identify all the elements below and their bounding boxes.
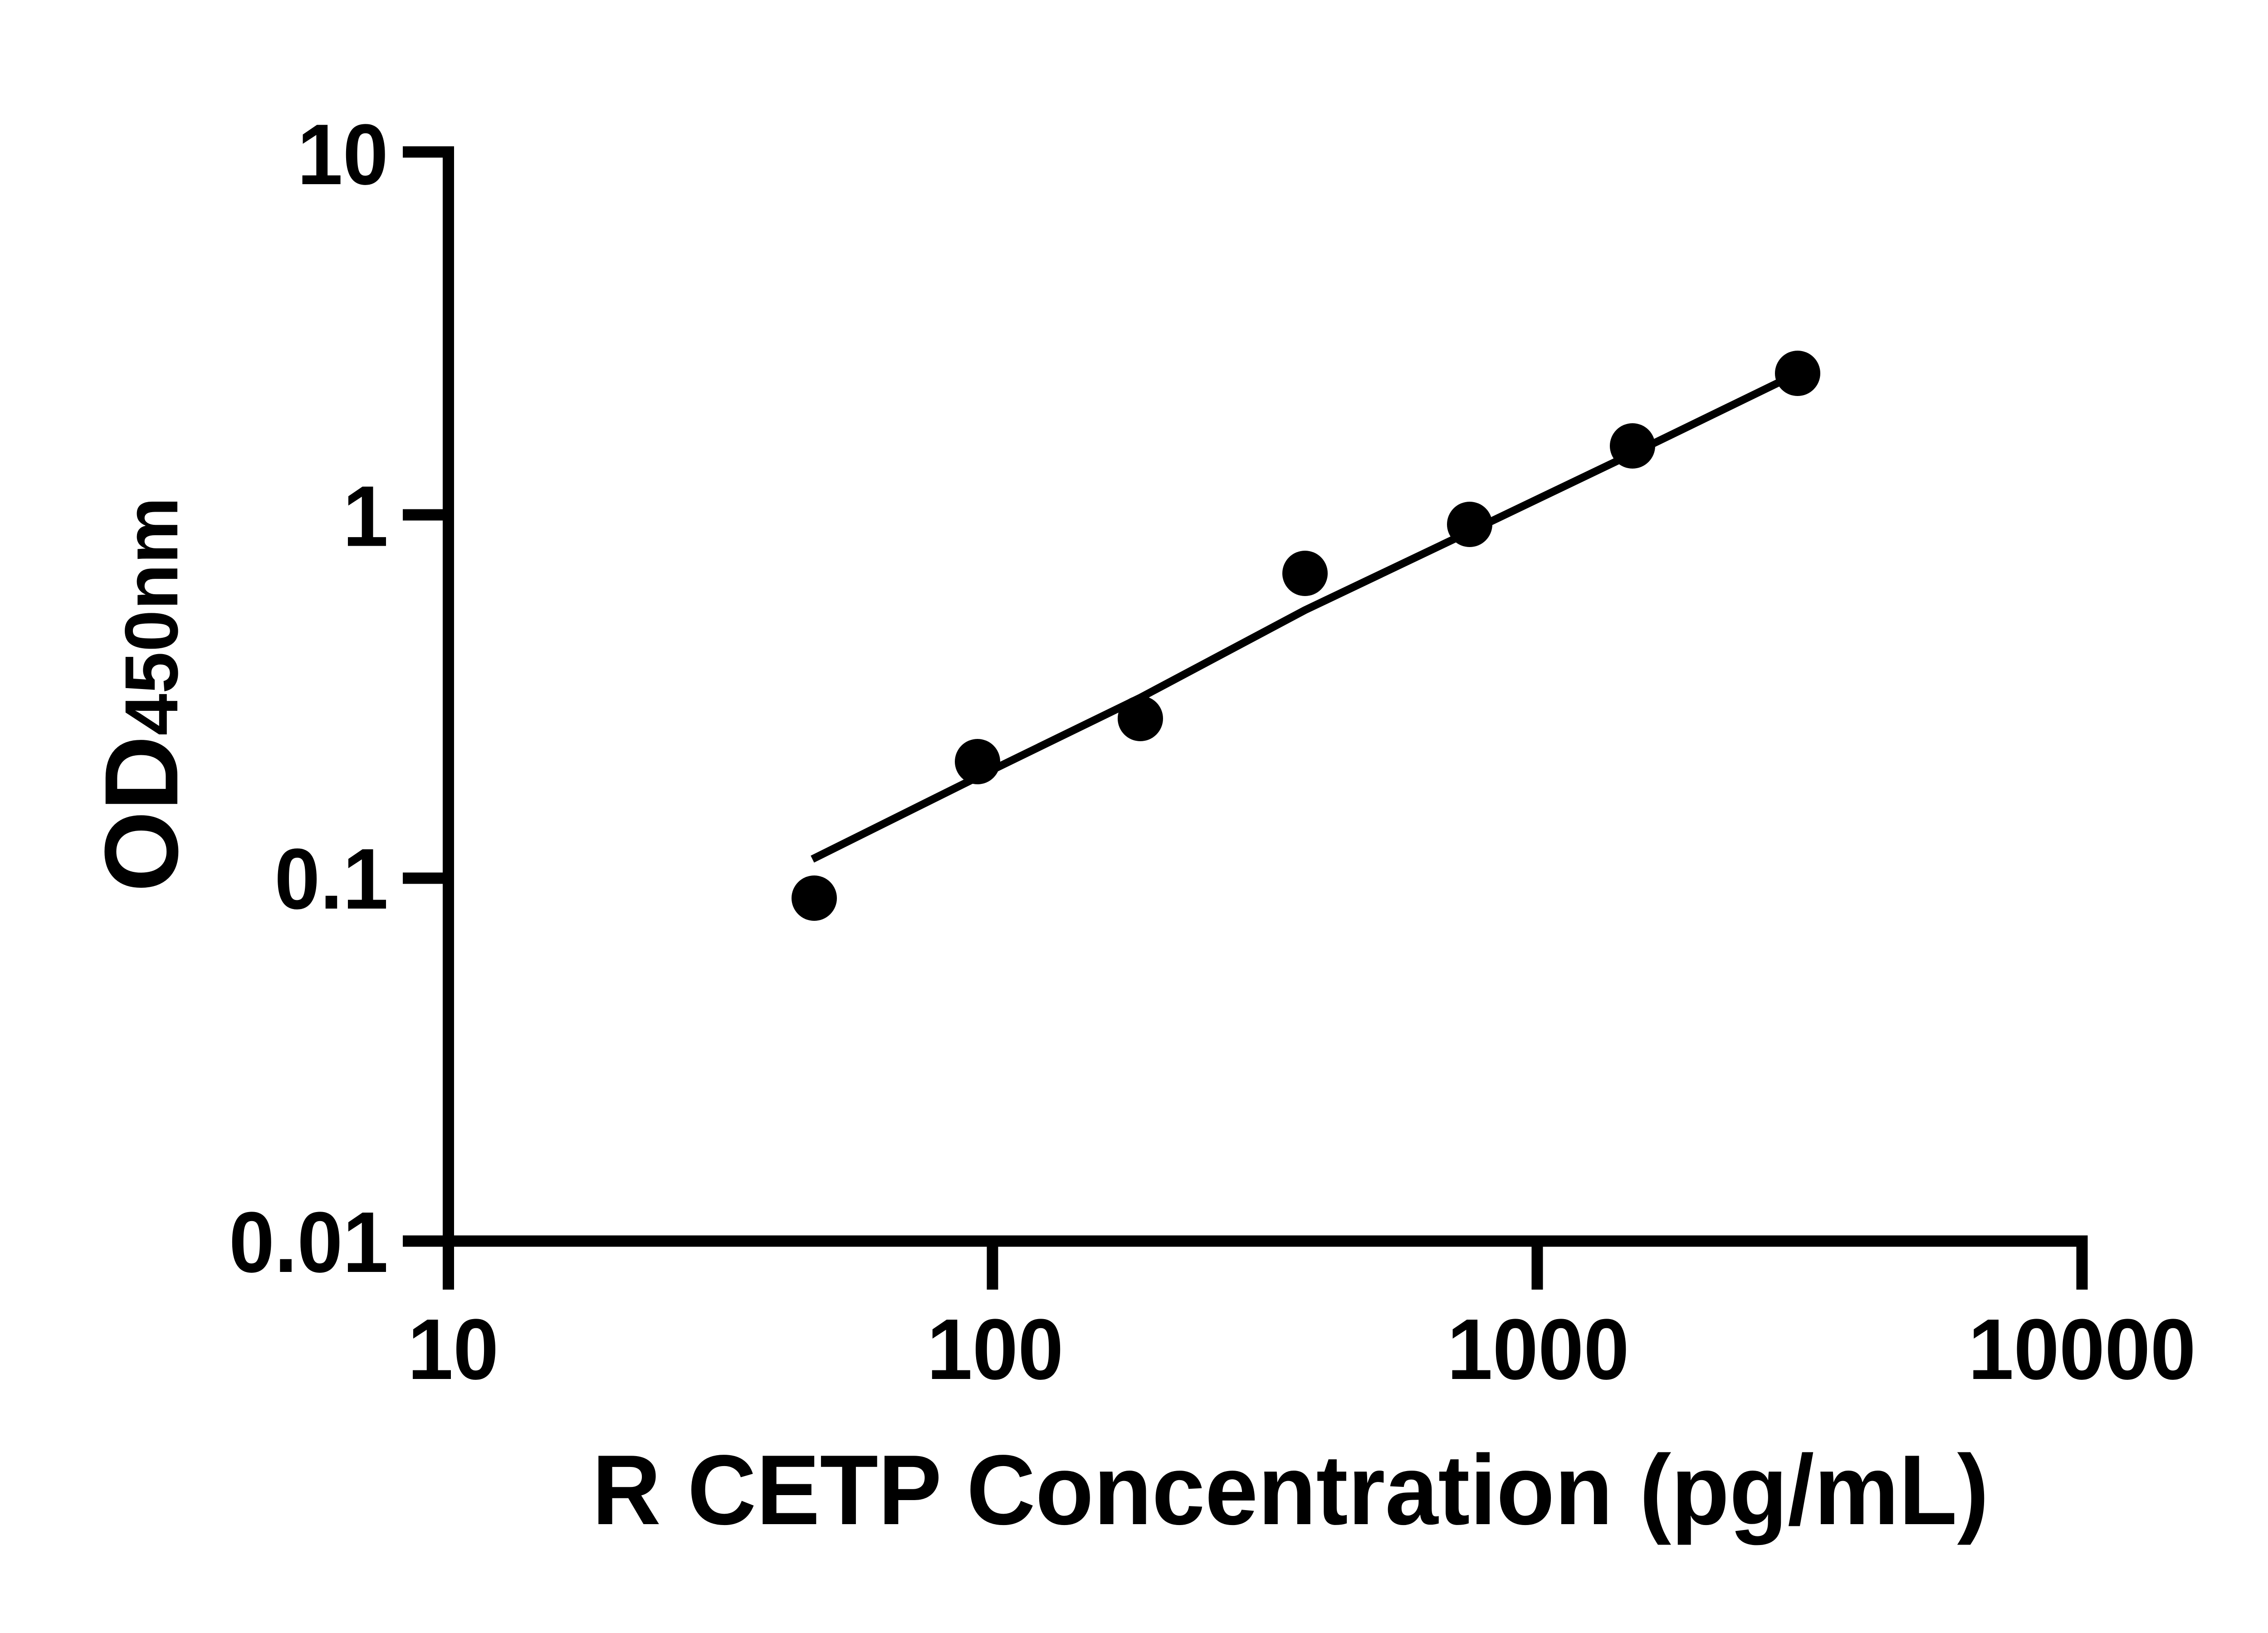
- svg-text:10: 10: [408, 1301, 499, 1398]
- svg-text:1: 1: [343, 468, 388, 564]
- svg-text:1000: 1000: [1447, 1301, 1629, 1398]
- svg-text:0.01: 0.01: [229, 1194, 388, 1291]
- svg-text:0.1: 0.1: [274, 831, 388, 927]
- svg-text:R CETP Concentration (pg/mL): R CETP Concentration (pg/mL): [592, 1435, 1989, 1545]
- svg-text:10000: 10000: [1968, 1301, 2196, 1398]
- svg-text:100: 100: [927, 1301, 1063, 1398]
- svg-text:10: 10: [297, 107, 388, 203]
